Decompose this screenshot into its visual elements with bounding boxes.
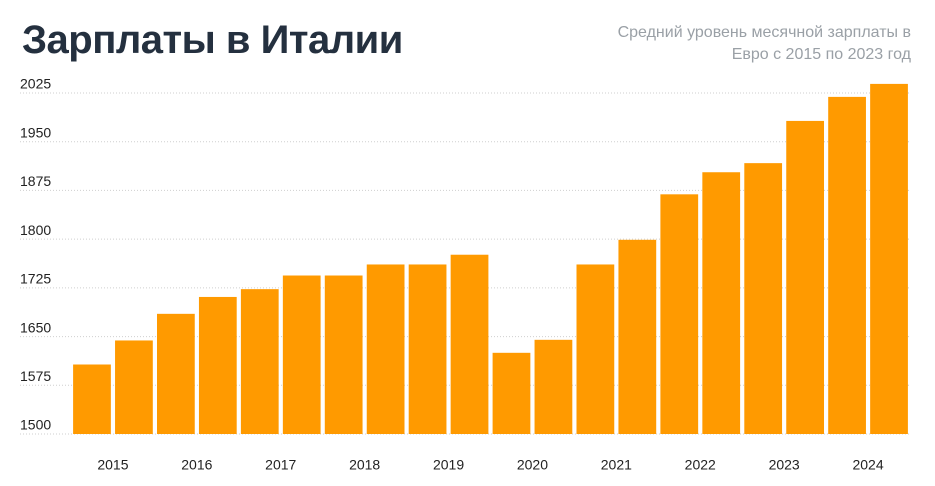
x-tick-label: 2019 xyxy=(433,457,464,473)
bar xyxy=(73,364,111,434)
x-tick-label: 2021 xyxy=(601,457,632,473)
bar xyxy=(366,264,405,434)
x-tick-label: 2022 xyxy=(685,457,716,473)
bar xyxy=(744,163,783,434)
y-tick-label: 1650 xyxy=(20,319,51,335)
bar xyxy=(450,254,489,434)
y-tick-label: 1950 xyxy=(20,124,51,140)
bar xyxy=(660,194,699,434)
chart-title: Зарплаты в Италии xyxy=(22,18,403,62)
x-tick-label: 2020 xyxy=(517,457,548,473)
x-tick-label: 2017 xyxy=(265,457,296,473)
y-tick-label: 1575 xyxy=(20,368,51,384)
y-tick-label: 2025 xyxy=(20,76,51,92)
chart-subtitle: Средний уровень месячной зарплаты в Евро… xyxy=(617,24,911,63)
bar xyxy=(534,339,573,434)
x-tick-label: 2015 xyxy=(97,457,128,473)
bar xyxy=(828,96,866,435)
bar xyxy=(870,83,908,434)
x-tick-label: 2016 xyxy=(181,457,212,473)
bar xyxy=(324,275,363,434)
bar xyxy=(115,340,153,434)
bar xyxy=(156,313,195,434)
bar xyxy=(240,289,279,434)
x-tick-label: 2023 xyxy=(769,457,800,473)
y-tick-label: 1800 xyxy=(20,222,51,238)
bar xyxy=(786,120,825,434)
x-tick-label: 2018 xyxy=(349,457,380,473)
bar xyxy=(282,275,321,434)
x-tick-label: 2024 xyxy=(852,457,883,473)
bar xyxy=(408,264,447,434)
y-tick-label: 1725 xyxy=(20,271,51,287)
y-tick-label: 1500 xyxy=(20,417,51,433)
y-tick-label: 1875 xyxy=(20,173,51,189)
bar xyxy=(702,172,741,434)
bar xyxy=(198,296,237,434)
bar xyxy=(576,264,615,434)
bar xyxy=(492,352,531,434)
bar xyxy=(618,239,657,434)
